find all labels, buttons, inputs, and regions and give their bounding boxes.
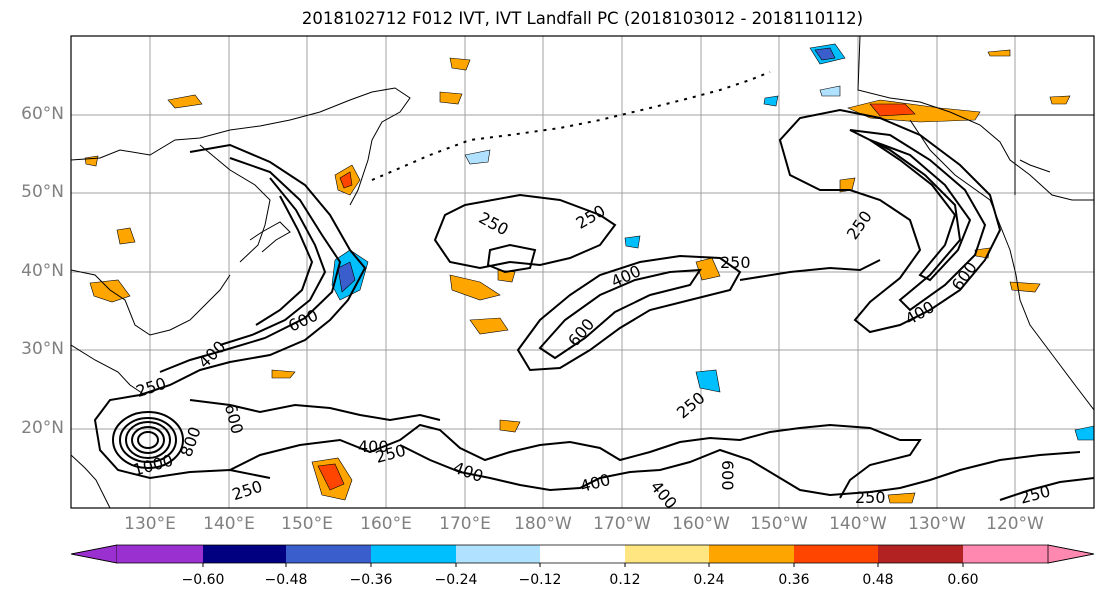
lon-label: 140°E <box>203 514 255 534</box>
lon-label: 120°W <box>986 514 1044 534</box>
gridlines <box>71 36 1094 508</box>
aleutian-islands <box>371 71 771 181</box>
contour-label: 250 <box>843 207 876 243</box>
colorbar-tick: −0.36 <box>349 572 393 588</box>
lon-label: 150°E <box>281 514 333 534</box>
map-frame <box>70 35 1095 509</box>
colorbar-tick: −0.24 <box>434 572 478 588</box>
lat-label: 50°N <box>21 182 64 202</box>
contour-label: 250 <box>720 253 751 272</box>
map-content: 250 250 250 250 250 250 250 250 250 250 … <box>71 36 1094 513</box>
lon-label: 130°E <box>124 514 176 534</box>
contour-label: 400 <box>451 458 486 486</box>
colorbar-tick: −0.48 <box>264 572 308 588</box>
contour-label: 400 <box>608 261 644 291</box>
lon-label: 170°W <box>593 514 651 534</box>
contour-label: 600 <box>718 460 737 491</box>
lon-label: 160°E <box>360 514 412 534</box>
lon-label: 150°W <box>750 514 808 534</box>
colorbar-tick: −0.12 <box>518 572 562 588</box>
contour-label: 250 <box>230 477 265 505</box>
contour-label: 400 <box>647 477 681 513</box>
contour-label: 250 <box>673 388 709 422</box>
contour-label: 400 <box>578 470 612 496</box>
contour-label: 250 <box>1018 481 1052 507</box>
lon-label: 180°W <box>514 514 572 534</box>
ivt-contours <box>93 108 1094 501</box>
pc-shading <box>84 43 1094 504</box>
colorbar-tick: 0.24 <box>693 572 725 588</box>
colorbar-tick: 0.36 <box>778 572 810 588</box>
coastlines <box>71 36 1094 508</box>
colorbar-tick: 0.60 <box>947 572 979 588</box>
contour-label: 250 <box>476 208 512 239</box>
contour-label: 400 <box>194 337 229 372</box>
contour-label: 250 <box>855 488 886 507</box>
lat-label: 30°N <box>21 339 64 359</box>
map-title: 2018102712 F012 IVT, IVT Landfall PC (20… <box>301 9 864 28</box>
colorbar-tick: 0.12 <box>609 572 641 588</box>
contour-label: 400 <box>902 297 938 329</box>
contour-label: 600 <box>221 402 247 436</box>
lon-label: 160°W <box>672 514 730 534</box>
contour-label: 250 <box>134 374 169 402</box>
lat-label: 40°N <box>21 261 64 281</box>
contour-label: 400 <box>358 437 389 456</box>
colorbar-tick: −0.60 <box>181 572 225 588</box>
lon-label: 130°W <box>908 514 966 534</box>
contour-label: 600 <box>948 258 981 294</box>
lat-label: 20°N <box>21 418 64 438</box>
contour-label: 600 <box>564 315 598 351</box>
lat-label: 60°N <box>21 104 64 124</box>
colorbar-tick: 0.48 <box>862 572 894 588</box>
lon-label: 140°W <box>829 514 887 534</box>
lon-label: 170°E <box>439 514 491 534</box>
